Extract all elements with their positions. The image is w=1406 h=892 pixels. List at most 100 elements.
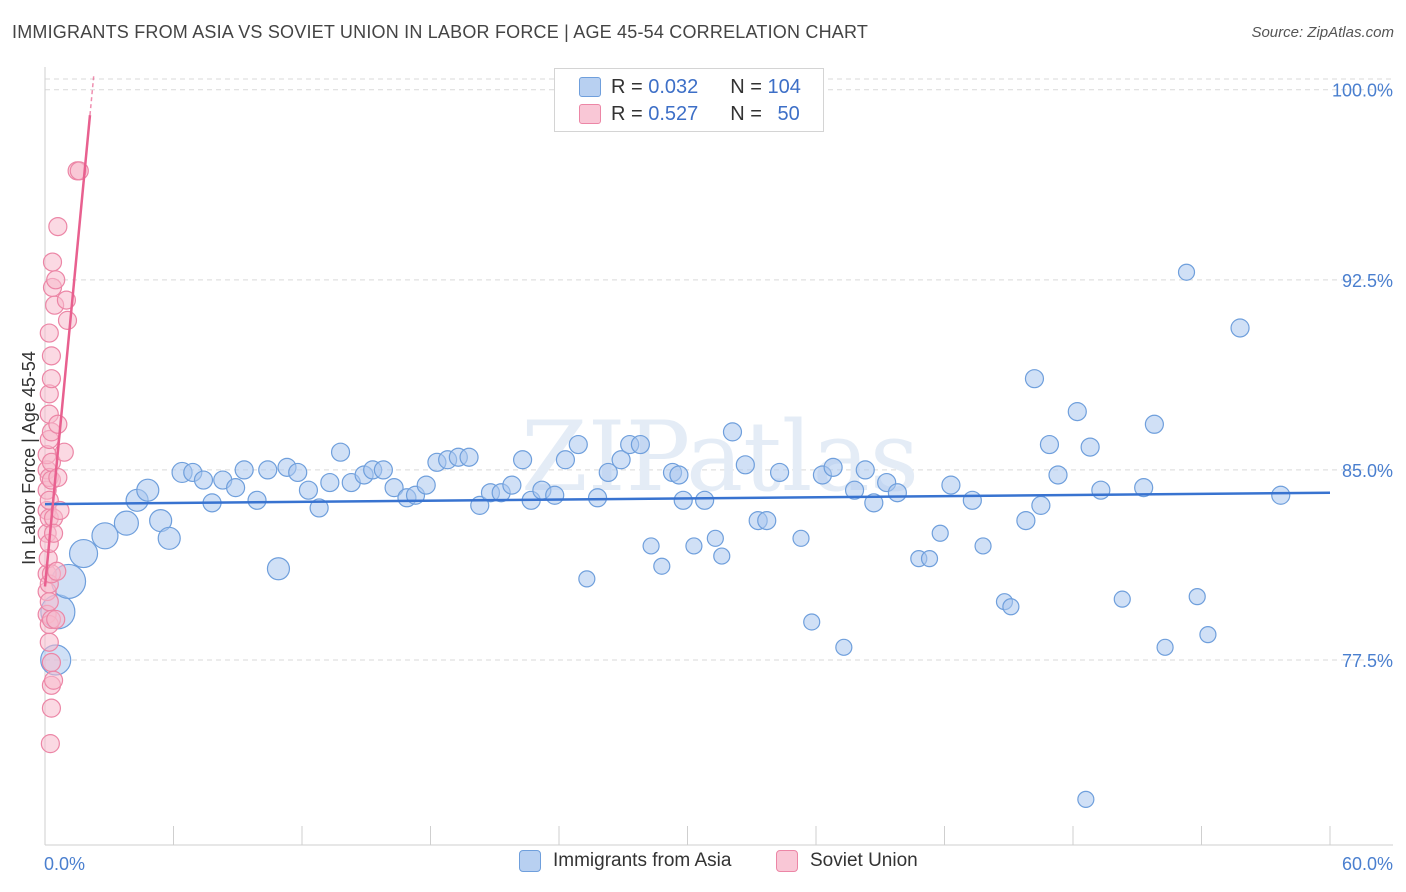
asia-point (611, 450, 631, 470)
asia-point (1230, 318, 1250, 338)
asia-point (713, 547, 731, 565)
n-value: 50 (777, 102, 800, 125)
asia-point (193, 470, 214, 490)
soviet-point (39, 323, 59, 343)
soviet-points (37, 161, 89, 754)
soviet-swatch (579, 104, 601, 124)
soviet-point (42, 252, 63, 272)
asia-point (1024, 369, 1045, 389)
y-tick-label: 77.5% (1342, 651, 1393, 671)
asia-point (630, 434, 650, 455)
asia-point (931, 524, 949, 542)
asia-point (673, 490, 693, 510)
asia-point (735, 455, 755, 475)
x-tick-label-min: 0.0% (44, 854, 85, 874)
asia-point (1144, 414, 1164, 434)
asia-point (920, 550, 939, 568)
soviet-point (39, 592, 59, 612)
asia-point (1031, 495, 1051, 515)
y-tick-labels: 77.5% 85.0% 92.5% 100.0% (1332, 81, 1393, 671)
asia-point (1091, 480, 1111, 500)
soviet-trend-extension (89, 74, 95, 116)
asia-point (1199, 626, 1217, 644)
soviet-legend-swatch (776, 850, 798, 872)
soviet-point (41, 346, 62, 366)
asia-point (653, 557, 671, 575)
asia-point (512, 450, 533, 470)
asia-point (1177, 263, 1196, 281)
asia-point (792, 529, 810, 547)
asia-point (835, 638, 853, 656)
soviet-point (41, 698, 62, 718)
asia-point (320, 472, 340, 493)
soviet-point (50, 500, 70, 521)
soviet-point (41, 652, 62, 673)
asia-point (887, 483, 907, 503)
asia-point (669, 465, 689, 485)
n-value: 104 (767, 75, 801, 98)
asia-swatch (579, 77, 601, 97)
r-label: R = (611, 75, 643, 98)
soviet-point (46, 609, 66, 630)
soviet-point (48, 467, 68, 488)
asia-point (974, 537, 992, 555)
soviet-point (41, 369, 62, 389)
gridlines (45, 78, 1393, 661)
asia-point (1002, 598, 1020, 616)
asia-point (330, 442, 351, 462)
legend-label-asia: Immigrants from Asia (553, 850, 732, 871)
legend-row-asia: R = 0.032 N = 104 (579, 75, 801, 99)
y-tick-label: 100.0% (1332, 81, 1393, 101)
asia-legend-swatch (519, 850, 541, 872)
soviet-point (43, 670, 64, 690)
r-value: 0.527 (648, 102, 699, 125)
asia-point (855, 460, 875, 480)
source-label: Source: ZipAtlas.com (1251, 24, 1394, 41)
asia-point (459, 447, 479, 467)
asia-point (416, 475, 436, 495)
asia-point (864, 493, 884, 513)
y-tick-label: 92.5% (1342, 271, 1393, 291)
asia-point (803, 613, 821, 631)
soviet-point (48, 217, 68, 237)
asia-point (1134, 478, 1154, 498)
series-legend: Immigrants from Asia Soviet Union (0, 850, 1406, 880)
asia-point (555, 450, 576, 470)
n-label: N = (730, 102, 762, 125)
asia-point (695, 490, 715, 510)
asia-point (113, 510, 139, 536)
y-axis-label: In Labor Force | Age 45-54 (19, 351, 39, 565)
asia-point (502, 475, 522, 495)
legend-item-soviet[interactable]: Soviet Union (776, 850, 918, 872)
soviet-trend-line (43, 114, 92, 587)
asia-point (685, 537, 703, 555)
soviet-point (46, 270, 66, 290)
soviet-point (39, 632, 59, 652)
y-tick-label: 85.0% (1342, 461, 1393, 481)
asia-point (247, 490, 267, 510)
asia-point (568, 434, 588, 455)
x-tick-label-max: 60.0% (1342, 854, 1393, 874)
asia-point (288, 462, 308, 483)
trend-lines (43, 74, 1331, 587)
asia-point (545, 485, 565, 505)
asia-point (1077, 790, 1095, 808)
legend-row-soviet: R = 0.527 N = 50 (579, 102, 800, 126)
asia-point (1048, 465, 1068, 485)
asia-point (266, 557, 291, 581)
asia-point (706, 529, 724, 547)
asia-point (578, 570, 596, 588)
asia-point (722, 422, 743, 442)
legend-item-asia[interactable]: Immigrants from Asia (519, 850, 731, 872)
asia-point (373, 460, 393, 480)
asia-point (258, 460, 278, 480)
asia-point (226, 478, 246, 498)
asia-points (40, 263, 1291, 808)
asia-point (1188, 588, 1206, 606)
asia-point (1016, 510, 1036, 531)
asia-point (941, 475, 961, 495)
soviet-point (54, 442, 74, 462)
soviet-point (40, 734, 60, 754)
asia-point (1080, 437, 1100, 457)
